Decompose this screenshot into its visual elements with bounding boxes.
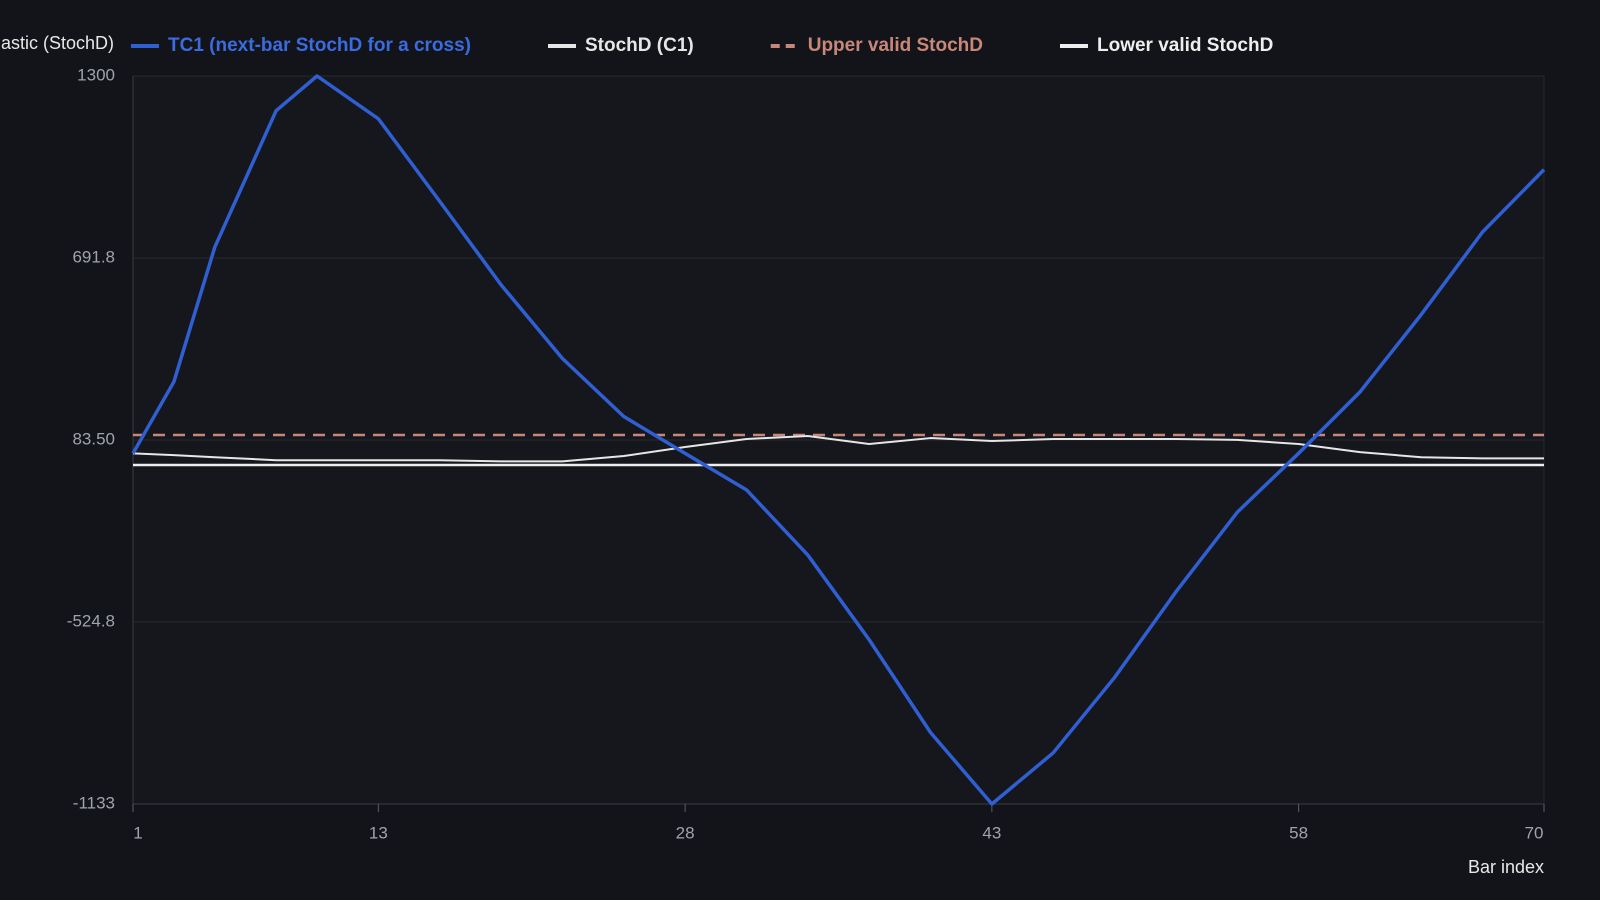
y-axis-label: Stochastic (StochD) xyxy=(0,33,114,53)
legend-item: TC1 (next-bar StochD for a cross) xyxy=(131,35,471,56)
legend-item: Upper valid StochD xyxy=(770,35,983,56)
y-tick-label: 83.50 xyxy=(72,429,115,448)
y-tick-label: -1133 xyxy=(73,793,115,812)
x-tick-label: 43 xyxy=(982,823,1001,842)
x-tick-label: 58 xyxy=(1289,823,1308,842)
y-tick-label: 691.8 xyxy=(72,247,115,266)
legend-item: StochD (C1) xyxy=(548,35,694,56)
y-tick-label: 1300 xyxy=(77,65,115,84)
x-tick-label: 70 xyxy=(1525,823,1544,842)
legend-item: Lower valid StochD xyxy=(1059,35,1273,56)
legend-label: Lower valid StochD xyxy=(1097,35,1273,56)
y-tick-label: -524.8 xyxy=(67,611,115,630)
x-tick-label: 28 xyxy=(676,823,695,842)
x-axis-label: Bar index xyxy=(1468,857,1544,877)
legend-label: StochD (C1) xyxy=(585,35,694,56)
legend-label: Upper valid StochD xyxy=(808,35,983,56)
series-line xyxy=(131,74,1546,806)
x-tick-label: 1 xyxy=(133,823,142,842)
legend-label: TC1 (next-bar StochD for a cross) xyxy=(168,35,471,56)
x-tick-label: 13 xyxy=(369,823,388,842)
series-line xyxy=(132,434,1544,463)
